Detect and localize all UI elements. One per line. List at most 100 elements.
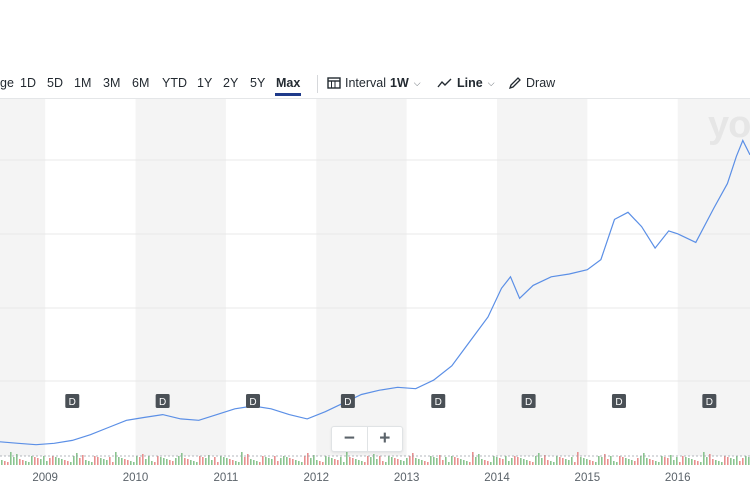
volume-bar [739, 461, 741, 465]
volume-bar [250, 459, 252, 465]
volume-bar [562, 458, 564, 465]
interval-dropdown[interactable]: Interval 1W ⌵ [327, 76, 421, 90]
volume-bar [265, 457, 267, 465]
volume-bar [466, 461, 468, 465]
volume-bar [745, 456, 747, 465]
volume-bar [631, 460, 633, 465]
volume-bar [604, 454, 606, 465]
volume-bar [160, 457, 162, 465]
volume-bar [22, 460, 24, 465]
x-tick-label-2012: 2012 [303, 472, 329, 484]
dividend-marker[interactable]: D [611, 394, 626, 408]
volume-bar [46, 461, 48, 465]
volume-bar [622, 457, 624, 465]
volume-bar [502, 459, 504, 465]
volume-bar [592, 461, 594, 465]
volume-bar [439, 455, 441, 465]
volume-bar [277, 461, 279, 465]
volume-bar [382, 461, 384, 465]
volume-bar [556, 456, 558, 465]
volume-bar [508, 461, 510, 465]
dividend-marker[interactable]: D [702, 394, 717, 408]
draw-button[interactable]: Draw [508, 76, 555, 90]
volume-bar [241, 452, 243, 465]
volume-bar [175, 458, 177, 465]
dividend-marker[interactable]: D [340, 394, 355, 408]
range-button-5d[interactable]: 5D [47, 76, 63, 90]
volume-bar [346, 452, 348, 465]
volume-bar [208, 455, 210, 465]
dividend-marker[interactable]: D [521, 394, 536, 408]
volume-bar [586, 459, 588, 465]
volume-bar [454, 457, 456, 465]
range-button-ytd[interactable]: YTD [162, 76, 187, 90]
volume-bar [496, 457, 498, 465]
dividend-marker[interactable]: D [155, 394, 170, 408]
volume-bar [472, 452, 474, 465]
volume-bar [7, 462, 9, 465]
volume-bar [223, 457, 225, 465]
dividend-marker[interactable]: D [431, 394, 446, 408]
volume-bar [532, 462, 534, 465]
volume-bar [721, 462, 723, 465]
range-button-1d[interactable]: 1D [20, 76, 36, 90]
chart-type-dropdown[interactable]: Line ⌵ [437, 76, 495, 90]
gridlines [0, 159, 750, 382]
price-chart[interactable]: D D D D D D D D 2009 2010 2011 2012 2013 2014 2015 201… [0, 99, 750, 500]
volume-bar [82, 455, 84, 465]
range-button-1m[interactable]: 1M [74, 76, 92, 90]
volume-bar [712, 459, 714, 465]
zoom-out-button[interactable]: − [332, 427, 368, 451]
zoom-in-button[interactable]: + [379, 428, 391, 449]
volume-bar [319, 461, 321, 465]
range-button-max[interactable]: Max [274, 76, 302, 96]
volume-bar [157, 456, 159, 465]
volume-bar [367, 456, 369, 465]
volume-bar [70, 462, 72, 465]
volume-bar [379, 456, 381, 465]
range-button-3m[interactable]: 3M [103, 76, 121, 90]
volume-bar [643, 453, 645, 465]
volume-bar [139, 457, 141, 465]
volume-bar [322, 462, 324, 465]
volume-bar [235, 461, 237, 465]
volume-bar [514, 456, 516, 465]
volume-bar [469, 462, 471, 465]
volume-bar [118, 457, 120, 465]
volume-bar [16, 454, 18, 465]
volume-bar [247, 454, 249, 465]
dividend-marker-label: D [525, 397, 532, 408]
volume-bar [697, 461, 699, 465]
volume-bar [253, 460, 255, 465]
year-band-2014 [496, 99, 588, 456]
range-button-ge[interactable]: ge [0, 76, 14, 90]
volume-bar [448, 462, 450, 465]
volume-bar [337, 460, 339, 465]
interval-icon [327, 77, 341, 89]
dividend-marker[interactable]: D [65, 394, 80, 408]
volume-bar [109, 457, 111, 465]
volume-bar [142, 454, 144, 465]
volume-bar [730, 458, 732, 465]
range-button-2y[interactable]: 2Y [223, 76, 239, 90]
x-axis-labels: 2009 2010 2011 2012 2013 2014 2015 2016 [32, 472, 690, 484]
volume-bar [493, 456, 495, 465]
volume-bar [313, 455, 315, 465]
volume-bar [136, 456, 138, 465]
volume-bar [97, 457, 99, 465]
volume-bar [19, 459, 21, 465]
dividend-marker-label: D [706, 397, 713, 408]
volume-bar [31, 456, 33, 465]
volume-bar [748, 457, 750, 465]
range-button-5y[interactable]: 5Y [250, 76, 266, 90]
volume-bar [40, 459, 42, 465]
range-button-6m[interactable]: 6M [132, 76, 150, 90]
dividend-marker[interactable]: D [246, 394, 261, 408]
range-button-1y[interactable]: 1Y [197, 76, 213, 90]
year-band-2008 [0, 99, 46, 456]
volume-bar [463, 460, 465, 465]
volume-bar [106, 460, 108, 465]
volume-bar [442, 460, 444, 465]
volume-bar [589, 460, 591, 465]
volume-bar [112, 462, 114, 465]
